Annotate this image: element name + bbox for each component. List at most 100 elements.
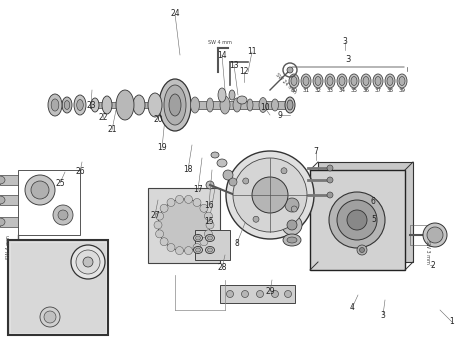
Bar <box>410 225 428 245</box>
Circle shape <box>25 175 55 205</box>
Ellipse shape <box>0 218 5 226</box>
Circle shape <box>327 165 333 171</box>
Text: 36: 36 <box>363 89 370 93</box>
Circle shape <box>175 195 184 203</box>
Ellipse shape <box>285 97 295 113</box>
Ellipse shape <box>193 234 202 241</box>
Text: 27: 27 <box>150 210 160 219</box>
Text: 9: 9 <box>278 111 282 119</box>
Circle shape <box>71 245 105 279</box>
Text: 13: 13 <box>229 61 239 70</box>
Bar <box>148 188 220 263</box>
Circle shape <box>285 198 299 212</box>
Circle shape <box>156 212 164 220</box>
Text: 29: 29 <box>265 287 275 296</box>
Text: 22: 22 <box>98 113 108 122</box>
Bar <box>90 102 175 108</box>
Text: 28: 28 <box>217 264 227 273</box>
Text: 2: 2 <box>431 260 435 270</box>
Circle shape <box>253 216 259 222</box>
Circle shape <box>226 290 233 298</box>
Ellipse shape <box>247 99 253 111</box>
Ellipse shape <box>211 152 219 158</box>
Ellipse shape <box>397 74 407 88</box>
Ellipse shape <box>361 74 371 88</box>
Text: 33: 33 <box>326 89 333 93</box>
Text: 19: 19 <box>157 144 167 153</box>
Circle shape <box>233 158 307 232</box>
Circle shape <box>287 67 293 73</box>
Ellipse shape <box>195 236 200 240</box>
Circle shape <box>193 244 201 252</box>
Text: 16: 16 <box>204 201 214 210</box>
Ellipse shape <box>207 248 213 252</box>
Text: 15: 15 <box>204 217 214 226</box>
Text: 7: 7 <box>313 147 319 156</box>
Text: SW 4 mm: SW 4 mm <box>208 41 232 46</box>
Circle shape <box>44 311 56 323</box>
Ellipse shape <box>349 74 359 88</box>
Ellipse shape <box>51 99 59 111</box>
Circle shape <box>200 204 208 212</box>
Bar <box>10 242 106 333</box>
Circle shape <box>287 220 297 230</box>
Circle shape <box>347 210 367 230</box>
Ellipse shape <box>193 246 202 253</box>
Text: SW 24 mm: SW 24 mm <box>275 72 297 94</box>
Circle shape <box>280 193 304 217</box>
Text: 12: 12 <box>239 68 249 77</box>
Circle shape <box>427 227 443 243</box>
Circle shape <box>31 181 49 199</box>
Circle shape <box>160 204 168 212</box>
Ellipse shape <box>64 100 70 110</box>
Circle shape <box>205 230 213 238</box>
Bar <box>0 217 18 227</box>
Text: 32: 32 <box>314 89 321 93</box>
Bar <box>8 240 108 335</box>
Text: 37: 37 <box>374 89 381 93</box>
Ellipse shape <box>387 77 393 85</box>
Circle shape <box>154 221 162 229</box>
Ellipse shape <box>102 96 112 114</box>
Bar <box>0 175 18 185</box>
Ellipse shape <box>62 97 72 113</box>
Ellipse shape <box>301 74 311 88</box>
Ellipse shape <box>195 248 200 252</box>
Ellipse shape <box>133 95 145 115</box>
Ellipse shape <box>48 94 62 116</box>
Ellipse shape <box>206 234 214 241</box>
Circle shape <box>58 210 68 220</box>
Ellipse shape <box>0 196 5 204</box>
Ellipse shape <box>74 95 86 115</box>
Bar <box>220 285 295 303</box>
Circle shape <box>206 181 214 189</box>
Ellipse shape <box>148 93 162 117</box>
Ellipse shape <box>164 85 186 125</box>
Ellipse shape <box>0 176 5 184</box>
Text: 35: 35 <box>351 89 358 93</box>
Bar <box>310 170 405 270</box>
Ellipse shape <box>327 77 333 85</box>
Text: 17: 17 <box>193 186 203 195</box>
Text: 20: 20 <box>153 116 163 125</box>
Circle shape <box>291 206 297 212</box>
Circle shape <box>156 230 164 238</box>
Circle shape <box>185 195 193 203</box>
Circle shape <box>243 178 249 184</box>
Ellipse shape <box>339 77 345 85</box>
Circle shape <box>76 250 100 274</box>
Circle shape <box>257 290 264 298</box>
Circle shape <box>252 177 288 213</box>
Text: 11: 11 <box>247 48 257 56</box>
Text: 23: 23 <box>86 100 96 110</box>
Circle shape <box>329 192 385 248</box>
Bar <box>195 230 230 260</box>
Text: 1: 1 <box>450 317 454 327</box>
Circle shape <box>83 257 93 267</box>
Ellipse shape <box>313 74 323 88</box>
Circle shape <box>167 244 175 252</box>
Text: 4: 4 <box>350 303 354 313</box>
Text: 39: 39 <box>399 89 405 93</box>
Ellipse shape <box>399 77 405 85</box>
Bar <box>318 162 413 262</box>
